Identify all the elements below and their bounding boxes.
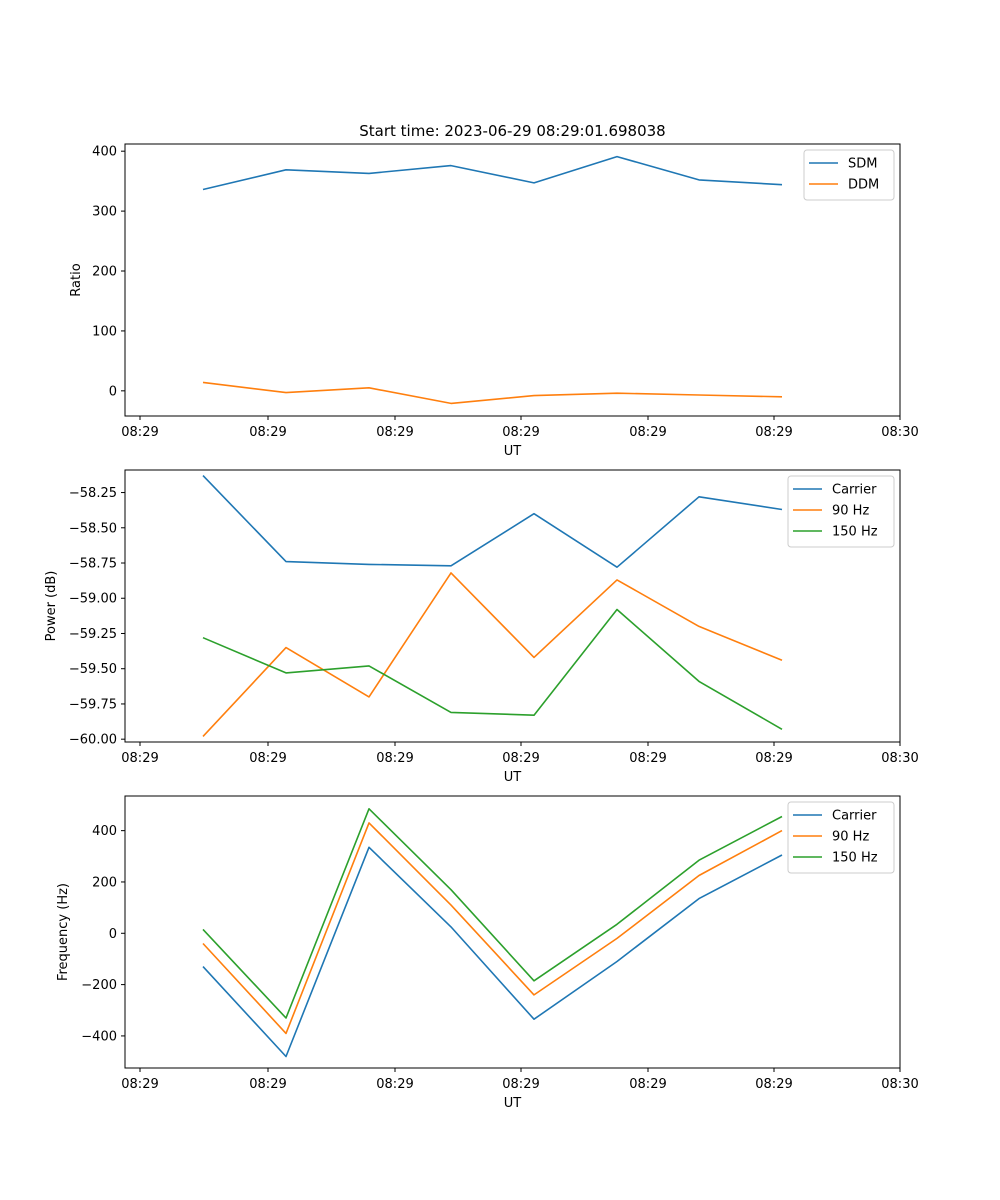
- x-tick-label: 08:29: [121, 425, 158, 440]
- x-tick-label: 08:29: [755, 751, 792, 766]
- x-tick-label: 08:30: [881, 425, 918, 440]
- legend-label: Carrier: [832, 483, 877, 498]
- chart-title: Start time: 2023-06-29 08:29:01.698038: [359, 122, 665, 140]
- y-tick-label: 200: [92, 265, 117, 280]
- legend-label: 150 Hz: [832, 851, 878, 866]
- x-tick-label: 08:29: [121, 751, 158, 766]
- x-axis-label: UT: [504, 1096, 522, 1111]
- panel-3: 08:29 08:29 08:29 08:29 08:29 08:29 08:30 −400 −…: [56, 795, 919, 1111]
- legend-box: [787, 801, 895, 874]
- x-tick-label: 08:29: [502, 1077, 539, 1092]
- y-tick-label: −59.00: [69, 592, 117, 607]
- x-tick-label: 08:30: [881, 751, 918, 766]
- series-line-sdm: [202, 155, 783, 191]
- y-tick-label: −60.00: [69, 733, 117, 748]
- y-tick-label: 400: [92, 824, 117, 839]
- x-tick-label: 08:29: [629, 751, 666, 766]
- legend-label: 90 Hz: [832, 504, 869, 519]
- y-tick-label: −58.75: [69, 557, 117, 572]
- x-tick-label: 08:29: [755, 425, 792, 440]
- y-tick-label: −400: [81, 1029, 117, 1044]
- y-tick-label: −59.50: [69, 662, 117, 677]
- x-tick-label: 08:29: [376, 425, 413, 440]
- x-tick-label: 08:29: [249, 751, 286, 766]
- x-axis-label: UT: [504, 770, 522, 785]
- y-tick-label: 100: [92, 324, 117, 339]
- y-tick-label: −200: [81, 978, 117, 993]
- y-axis-label: Ratio: [69, 263, 84, 296]
- y-axis-label: Frequency (Hz): [56, 883, 71, 981]
- x-tick-label: 08:29: [502, 751, 539, 766]
- y-tick-label: 0: [109, 384, 117, 399]
- legend-label: SDM: [848, 157, 877, 172]
- legend: Carrier 90 Hz 150 Hz: [787, 475, 895, 548]
- legend-label: 90 Hz: [832, 830, 869, 845]
- series-line-90-hz: [202, 572, 783, 737]
- series-line-150-hz: [202, 608, 783, 730]
- legend: SDM DDM: [803, 149, 895, 201]
- series-line-carrier: [202, 846, 783, 1058]
- y-tick-label: −59.75: [69, 697, 117, 712]
- x-tick-label: 08:29: [629, 1077, 666, 1092]
- x-tick-label: 08:29: [376, 751, 413, 766]
- y-tick-label: 0: [109, 927, 117, 942]
- panel-2: 08:29 08:29 08:29 08:29 08:29 08:29 08:30 −60.0…: [44, 469, 919, 785]
- x-tick-label: 08:29: [755, 1077, 792, 1092]
- legend-label: 150 Hz: [832, 525, 878, 540]
- axes-frame: [124, 143, 901, 417]
- y-tick-label: −58.25: [69, 486, 117, 501]
- x-tick-label: 08:30: [881, 1077, 918, 1092]
- x-tick-label: 08:29: [629, 425, 666, 440]
- y-tick-label: −59.25: [69, 627, 117, 642]
- y-tick-label: 200: [92, 875, 117, 890]
- x-tick-label: 08:29: [249, 1077, 286, 1092]
- legend: Carrier 90 Hz 150 Hz: [787, 801, 895, 874]
- y-axis-label: Power (dB): [44, 571, 59, 642]
- series-line-90-hz: [202, 822, 783, 1035]
- x-tick-label: 08:29: [502, 425, 539, 440]
- legend-label: DDM: [848, 178, 879, 193]
- legend-box: [787, 475, 895, 548]
- panel-1: 08:29 08:29 08:29 08:29 08:29 08:29 08:30 0 100 2…: [69, 143, 919, 459]
- series-line-150-hz: [202, 807, 783, 1019]
- axes-frame: [124, 469, 901, 743]
- x-tick-label: 08:29: [121, 1077, 158, 1092]
- series-line-ddm: [202, 381, 783, 405]
- x-tick-label: 08:29: [249, 425, 286, 440]
- x-tick-label: 08:29: [376, 1077, 413, 1092]
- x-axis-label: UT: [504, 444, 522, 459]
- axes-frame: [124, 795, 901, 1069]
- y-tick-label: −58.50: [69, 521, 117, 536]
- series-line-carrier: [202, 475, 783, 569]
- y-tick-label: 400: [92, 145, 117, 160]
- y-tick-label: 300: [92, 205, 117, 220]
- legend-label: Carrier: [832, 809, 877, 824]
